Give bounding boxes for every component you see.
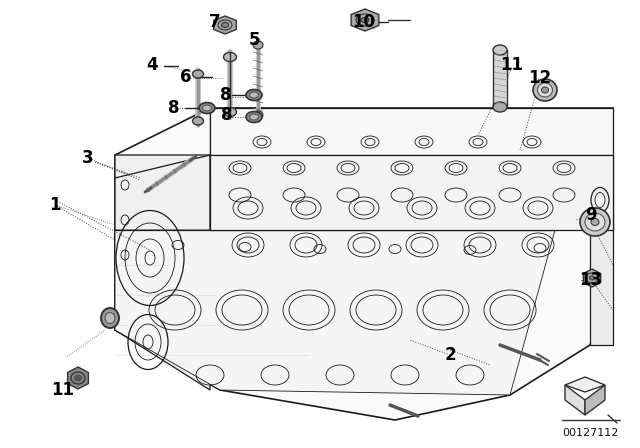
- Ellipse shape: [221, 22, 228, 27]
- Text: 11: 11: [51, 381, 74, 399]
- Polygon shape: [210, 108, 613, 155]
- Polygon shape: [565, 377, 605, 392]
- Text: 8: 8: [220, 86, 232, 104]
- Ellipse shape: [253, 111, 263, 119]
- Ellipse shape: [250, 114, 259, 120]
- Ellipse shape: [250, 92, 259, 98]
- Ellipse shape: [541, 87, 548, 93]
- Text: 8: 8: [221, 106, 233, 124]
- Ellipse shape: [589, 276, 595, 280]
- Polygon shape: [565, 385, 585, 415]
- Polygon shape: [115, 155, 210, 390]
- Polygon shape: [68, 367, 88, 389]
- Ellipse shape: [223, 52, 237, 61]
- Polygon shape: [493, 50, 507, 107]
- Ellipse shape: [199, 103, 215, 113]
- Polygon shape: [115, 108, 613, 420]
- Polygon shape: [351, 9, 379, 31]
- Ellipse shape: [533, 79, 557, 101]
- Polygon shape: [585, 385, 605, 415]
- Ellipse shape: [493, 45, 507, 55]
- Ellipse shape: [591, 219, 599, 225]
- Text: 7: 7: [209, 13, 221, 31]
- Ellipse shape: [361, 17, 369, 22]
- Text: 13: 13: [579, 271, 603, 289]
- Ellipse shape: [585, 213, 605, 231]
- Text: 9: 9: [585, 206, 597, 224]
- Ellipse shape: [253, 41, 263, 49]
- Text: 4: 4: [146, 56, 158, 74]
- Text: 3: 3: [82, 149, 94, 167]
- Polygon shape: [583, 269, 601, 287]
- Polygon shape: [214, 16, 236, 34]
- Text: 2: 2: [444, 346, 456, 364]
- Text: 1: 1: [49, 196, 61, 214]
- Ellipse shape: [493, 102, 507, 112]
- Ellipse shape: [193, 117, 204, 125]
- Ellipse shape: [101, 308, 119, 328]
- Polygon shape: [115, 230, 555, 395]
- Ellipse shape: [202, 105, 211, 111]
- Text: 10: 10: [353, 13, 376, 31]
- Ellipse shape: [193, 70, 204, 78]
- Ellipse shape: [538, 83, 552, 97]
- Ellipse shape: [246, 112, 262, 122]
- Text: 8: 8: [168, 99, 180, 117]
- Ellipse shape: [74, 375, 81, 381]
- Text: 12: 12: [529, 69, 552, 87]
- Text: 11: 11: [500, 56, 524, 74]
- Ellipse shape: [580, 208, 610, 236]
- Text: 5: 5: [249, 31, 260, 49]
- Polygon shape: [210, 155, 613, 230]
- Text: 00127112: 00127112: [562, 428, 618, 438]
- Polygon shape: [590, 155, 613, 345]
- Text: 6: 6: [180, 68, 192, 86]
- Ellipse shape: [105, 313, 115, 323]
- Ellipse shape: [246, 90, 262, 100]
- Ellipse shape: [223, 108, 237, 116]
